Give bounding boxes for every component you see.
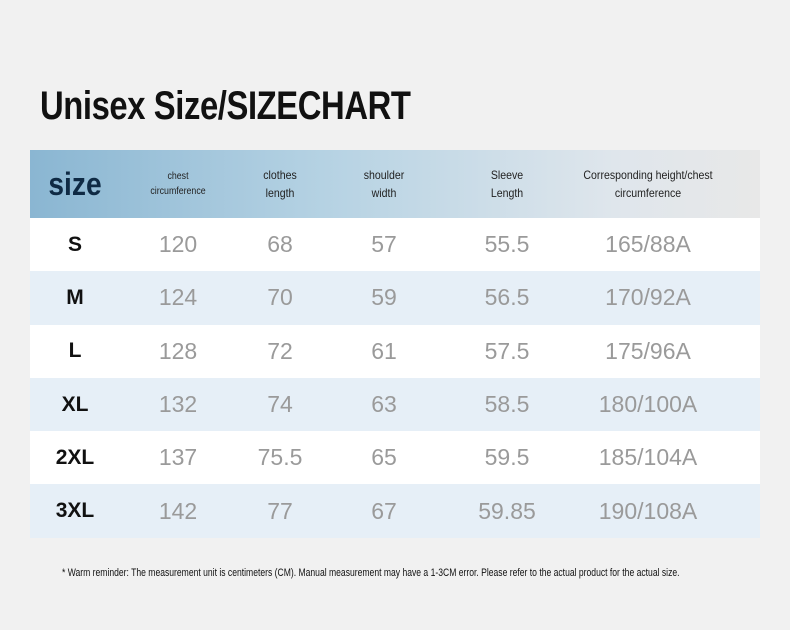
footnote: * Warm reminder: The measurement unit is… <box>62 567 680 579</box>
header-text: chest <box>167 171 189 182</box>
table-row: 3XL 142 77 67 59.85 190/108A <box>30 484 760 538</box>
table-cell: 132 <box>158 391 198 418</box>
table-cell: 175/96A <box>605 337 691 364</box>
table-row: L 128 72 61 57.5 175/96A <box>30 324 760 378</box>
table-cell: 67 <box>371 497 397 524</box>
size-table: size chest circumference clothes length shoul… <box>30 150 760 538</box>
table-cell: 165/88A <box>605 231 691 258</box>
table-cell: 59.5 <box>484 444 530 471</box>
header-text: clothes <box>263 168 297 182</box>
header-cell: chest circumference <box>150 150 205 218</box>
table-cell: S <box>67 232 83 256</box>
table-cell: 75.5 <box>257 444 303 471</box>
table-cell: 57 <box>371 231 397 258</box>
table-cell: M <box>66 285 84 309</box>
table-cell: 180/100A <box>598 391 698 418</box>
header-text: Corresponding height/chest <box>583 168 713 182</box>
table-cell: 77 <box>267 497 293 524</box>
table-cell: 61 <box>371 337 397 364</box>
table-cell: 68 <box>267 231 293 258</box>
table-cell: 124 <box>158 284 198 311</box>
header-text: circumference <box>150 186 206 197</box>
table-cell: 70 <box>267 284 293 311</box>
table-cell: 128 <box>158 337 198 364</box>
table-cell: 58.5 <box>484 391 530 418</box>
table-cell: 185/104A <box>598 444 698 471</box>
header-text: Sleeve <box>490 168 524 182</box>
header-cell: shoulder width <box>364 150 405 218</box>
table-cell: 59 <box>371 284 397 311</box>
table-cell: 3XL <box>55 499 95 523</box>
table-cell: 59.85 <box>478 497 536 524</box>
header-cell: size <box>48 150 101 218</box>
header-cell: clothes length <box>263 150 296 218</box>
table-cell: 63 <box>371 391 397 418</box>
table-cell: 56.5 <box>484 284 530 311</box>
header-text: size <box>48 166 102 202</box>
table-cell: XL <box>61 392 89 416</box>
header-text: Length <box>490 186 524 200</box>
table-cell: 55.5 <box>484 231 530 258</box>
header-row: size chest circumference clothes length shoul… <box>30 150 760 218</box>
table-row: S 120 68 57 55.5 165/88A <box>30 218 760 272</box>
header-text: circumference <box>614 186 682 200</box>
table-cell: 65 <box>371 444 397 471</box>
table-cell: L <box>68 339 82 363</box>
table-cell: 57.5 <box>484 337 530 364</box>
header-cell: Corresponding height/chest circumference <box>583 150 712 218</box>
title: Unisex Size/SIZECHART <box>40 84 411 128</box>
table-cell: 170/92A <box>605 284 691 311</box>
table-row: M 124 70 59 56.5 170/92A <box>30 271 760 325</box>
table-row: XL 132 74 63 58.5 180/100A <box>30 377 760 432</box>
table-row: 2XL 137 75.5 65 59.5 185/104A <box>30 431 760 485</box>
table-cell: 72 <box>267 337 293 364</box>
table-cell: 190/108A <box>598 497 698 524</box>
header-text: shoulder <box>363 168 405 182</box>
header-cell: Sleeve Length <box>491 150 523 218</box>
header-text: length <box>265 186 295 200</box>
table-cell: 74 <box>267 391 293 418</box>
header-text: width <box>371 186 397 200</box>
table-cell: 142 <box>158 497 198 524</box>
table-cell: 120 <box>158 231 198 258</box>
table-cell: 2XL <box>55 445 95 469</box>
table-cell: 137 <box>158 444 198 471</box>
